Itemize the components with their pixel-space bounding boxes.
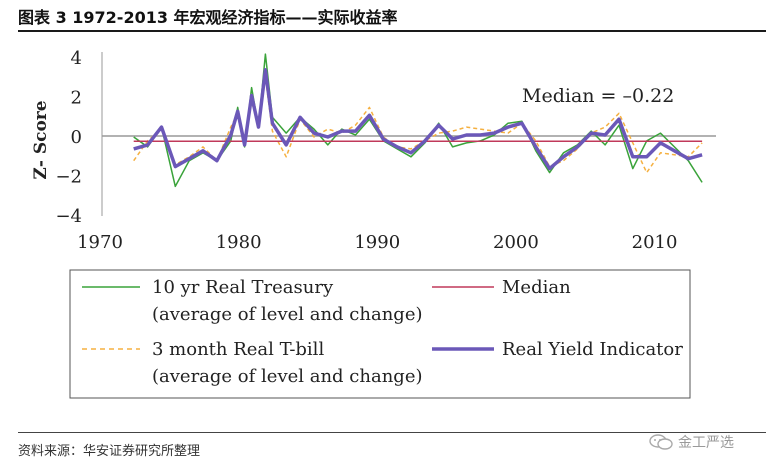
y-tick-label: 2 xyxy=(71,88,82,109)
median-annotation: Median = –0.22 xyxy=(522,85,674,107)
legend-label-tbill-note: (average of level and change) xyxy=(152,366,423,387)
legend: 10 yr Real Treasury (average of level an… xyxy=(69,269,691,399)
source-rule xyxy=(18,432,766,433)
legend-label-treasury-note: (average of level and change) xyxy=(152,304,423,325)
watermark-text: 金工严选 xyxy=(678,435,734,451)
x-tick-label: 1970 xyxy=(77,232,123,253)
legend-label-tbill: 3 month Real T-bill xyxy=(152,339,324,360)
x-tick-label: 2010 xyxy=(632,232,678,253)
legend-box xyxy=(69,269,691,399)
x-tick-label: 1980 xyxy=(216,232,262,253)
source-note: 资料来源：华安证券研究所整理 xyxy=(18,444,201,459)
x-tick-label: 1990 xyxy=(354,232,400,253)
series-indicator-line xyxy=(133,68,703,171)
legend-label-indicator: Real Yield Indicator xyxy=(502,339,683,360)
figure-title: 图表 3 1972-2013 年宏观经济指标——实际收益率 xyxy=(18,8,398,27)
title-rule xyxy=(18,30,766,32)
y-tick-label: 4 xyxy=(71,48,82,69)
x-tick-label: 2000 xyxy=(493,232,539,253)
x-ticks: 1970 1980 1990 2000 2010 xyxy=(77,232,677,253)
y-tick-label: 0 xyxy=(71,127,82,148)
watermark: 金工严选 xyxy=(648,432,734,452)
wechat-logo-icon xyxy=(649,434,673,450)
y-tick-label: −2 xyxy=(55,167,82,188)
y-ticks: 4 2 0 −2 −4 xyxy=(55,48,82,227)
chart: 4 2 0 −2 −4 1970 1980 1990 2000 2010 Z- Score Me… xyxy=(31,48,716,399)
y-axis-label: Z- Score xyxy=(31,100,51,179)
y-tick-label: −4 xyxy=(55,206,82,227)
series-layer xyxy=(133,53,703,188)
legend-label-median: Median xyxy=(502,277,571,298)
legend-label-treasury: 10 yr Real Treasury xyxy=(152,277,334,298)
plot-area: 4 2 0 −2 −4 1970 1980 1990 2000 2010 Z- Score Me… xyxy=(31,48,716,253)
